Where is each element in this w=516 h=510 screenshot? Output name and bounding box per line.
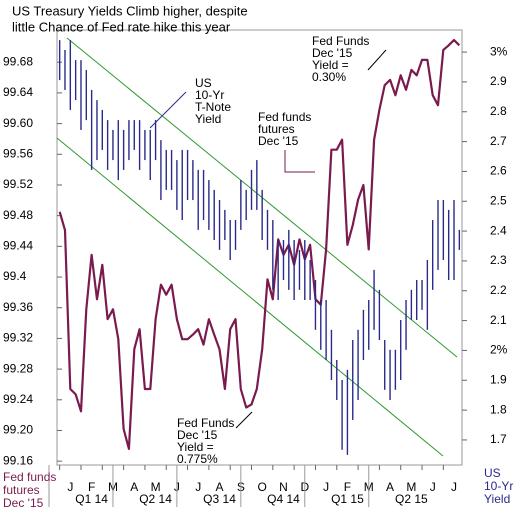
y2-axis-label: 10-Yr [484, 479, 513, 493]
y-axis-label: Dec '15 [3, 496, 44, 510]
y2-tick-label: 1.9 [490, 372, 507, 386]
y2-tick-label: 1.7 [490, 432, 507, 446]
x-tick-label: J [323, 480, 329, 494]
annotation: Dec '15 [177, 428, 218, 442]
x-tick-label: J [430, 480, 436, 494]
y-tick-label: 99.32 [3, 331, 33, 345]
y-tick-label: 99.68 [3, 54, 33, 68]
annotation: Yield = [177, 440, 214, 454]
annotation: futures [258, 122, 295, 136]
annotation: Fed Funds [312, 34, 369, 48]
y2-tick-label: 2.6 [490, 164, 507, 178]
x-tick-label: A [130, 480, 138, 494]
annotation-leader [284, 150, 315, 173]
y-tick-label: 99.16 [3, 453, 33, 467]
y-tick-label: 99.24 [3, 392, 33, 406]
y-tick-label: 99.64 [3, 85, 33, 99]
x-tick-label: A [386, 480, 394, 494]
y-tick-label: 99.44 [3, 239, 33, 253]
x-tick-label: F [88, 480, 95, 494]
annotation: Yield [195, 112, 221, 126]
annotation: 0.30% [312, 70, 346, 84]
chart-title: US Treasury Yields Climb higher, despite [12, 3, 248, 18]
annotation: 0.775% [177, 452, 218, 466]
y-tick-label: 99.48 [3, 208, 33, 222]
annotation: Dec '15 [312, 46, 353, 60]
annotation: Fed funds [258, 110, 311, 124]
x-tick-label: M [151, 480, 161, 494]
x-tick-label: O [257, 480, 266, 494]
y2-tick-label: 2.4 [490, 223, 507, 237]
x-tick-label: M [406, 480, 416, 494]
y-tick-label: 99.56 [3, 146, 33, 160]
x-tick-label: F [344, 480, 351, 494]
plot-area [56, 29, 463, 466]
fed-funds-line [58, 38, 461, 450]
y-tick-label: 99.60 [3, 116, 33, 130]
x-tick-label: A [216, 480, 224, 494]
y2-tick-label: 2.7 [490, 134, 507, 148]
trend-line [56, 137, 444, 457]
y2-axis-label: Yield [484, 492, 510, 506]
quarter-label: Q3 14 [203, 492, 236, 506]
x-tick-label: J [67, 480, 73, 494]
y2-axis-label: US [484, 466, 501, 480]
y2-tick-label: 2.2 [490, 283, 507, 297]
y2-tick-label: 3% [490, 44, 508, 58]
y2-tick-label: 2.8 [490, 104, 507, 118]
annotation: Dec '15 [258, 134, 299, 148]
y-tick-label: 99.52 [3, 177, 33, 191]
y-tick-label: 99.28 [3, 361, 33, 375]
y2-tick-label: 2.1 [490, 313, 507, 327]
y2-tick-label: 2.3 [490, 253, 507, 267]
quarter-label: Q4 14 [267, 492, 300, 506]
x-tick-label: N [279, 480, 288, 494]
y-tick-label: 99.36 [3, 300, 33, 314]
quarter-label: Q2 15 [395, 492, 428, 506]
quarter-label: Q1 15 [331, 492, 364, 506]
annotation: Yield = [312, 58, 349, 72]
y2-tick-label: 2.9 [490, 74, 507, 88]
annotation: 10-Yr [195, 88, 224, 102]
y2-tick-label: 2% [490, 343, 508, 357]
quarter-label: Q1 14 [75, 492, 108, 506]
chart-title: little Chance of Fed rate hike this year [12, 19, 231, 34]
y2-tick-label: 1.8 [490, 402, 507, 416]
quarter-label: Q2 14 [139, 492, 172, 506]
y-axis-label: Fed funds [3, 470, 56, 484]
y-axis-label: futures [3, 483, 40, 497]
x-tick-label: J [195, 480, 201, 494]
annotation-leader [367, 49, 387, 71]
annotation: US [195, 76, 212, 90]
annotation: T-Note [195, 100, 231, 114]
y2-tick-label: 2.5 [490, 193, 507, 207]
x-tick-label: J [451, 480, 457, 494]
annotation: Fed Funds [177, 416, 234, 430]
annotation-leader [235, 411, 253, 429]
y-tick-label: 99.20 [3, 423, 33, 437]
y-tick-label: 99.4 [3, 269, 27, 283]
